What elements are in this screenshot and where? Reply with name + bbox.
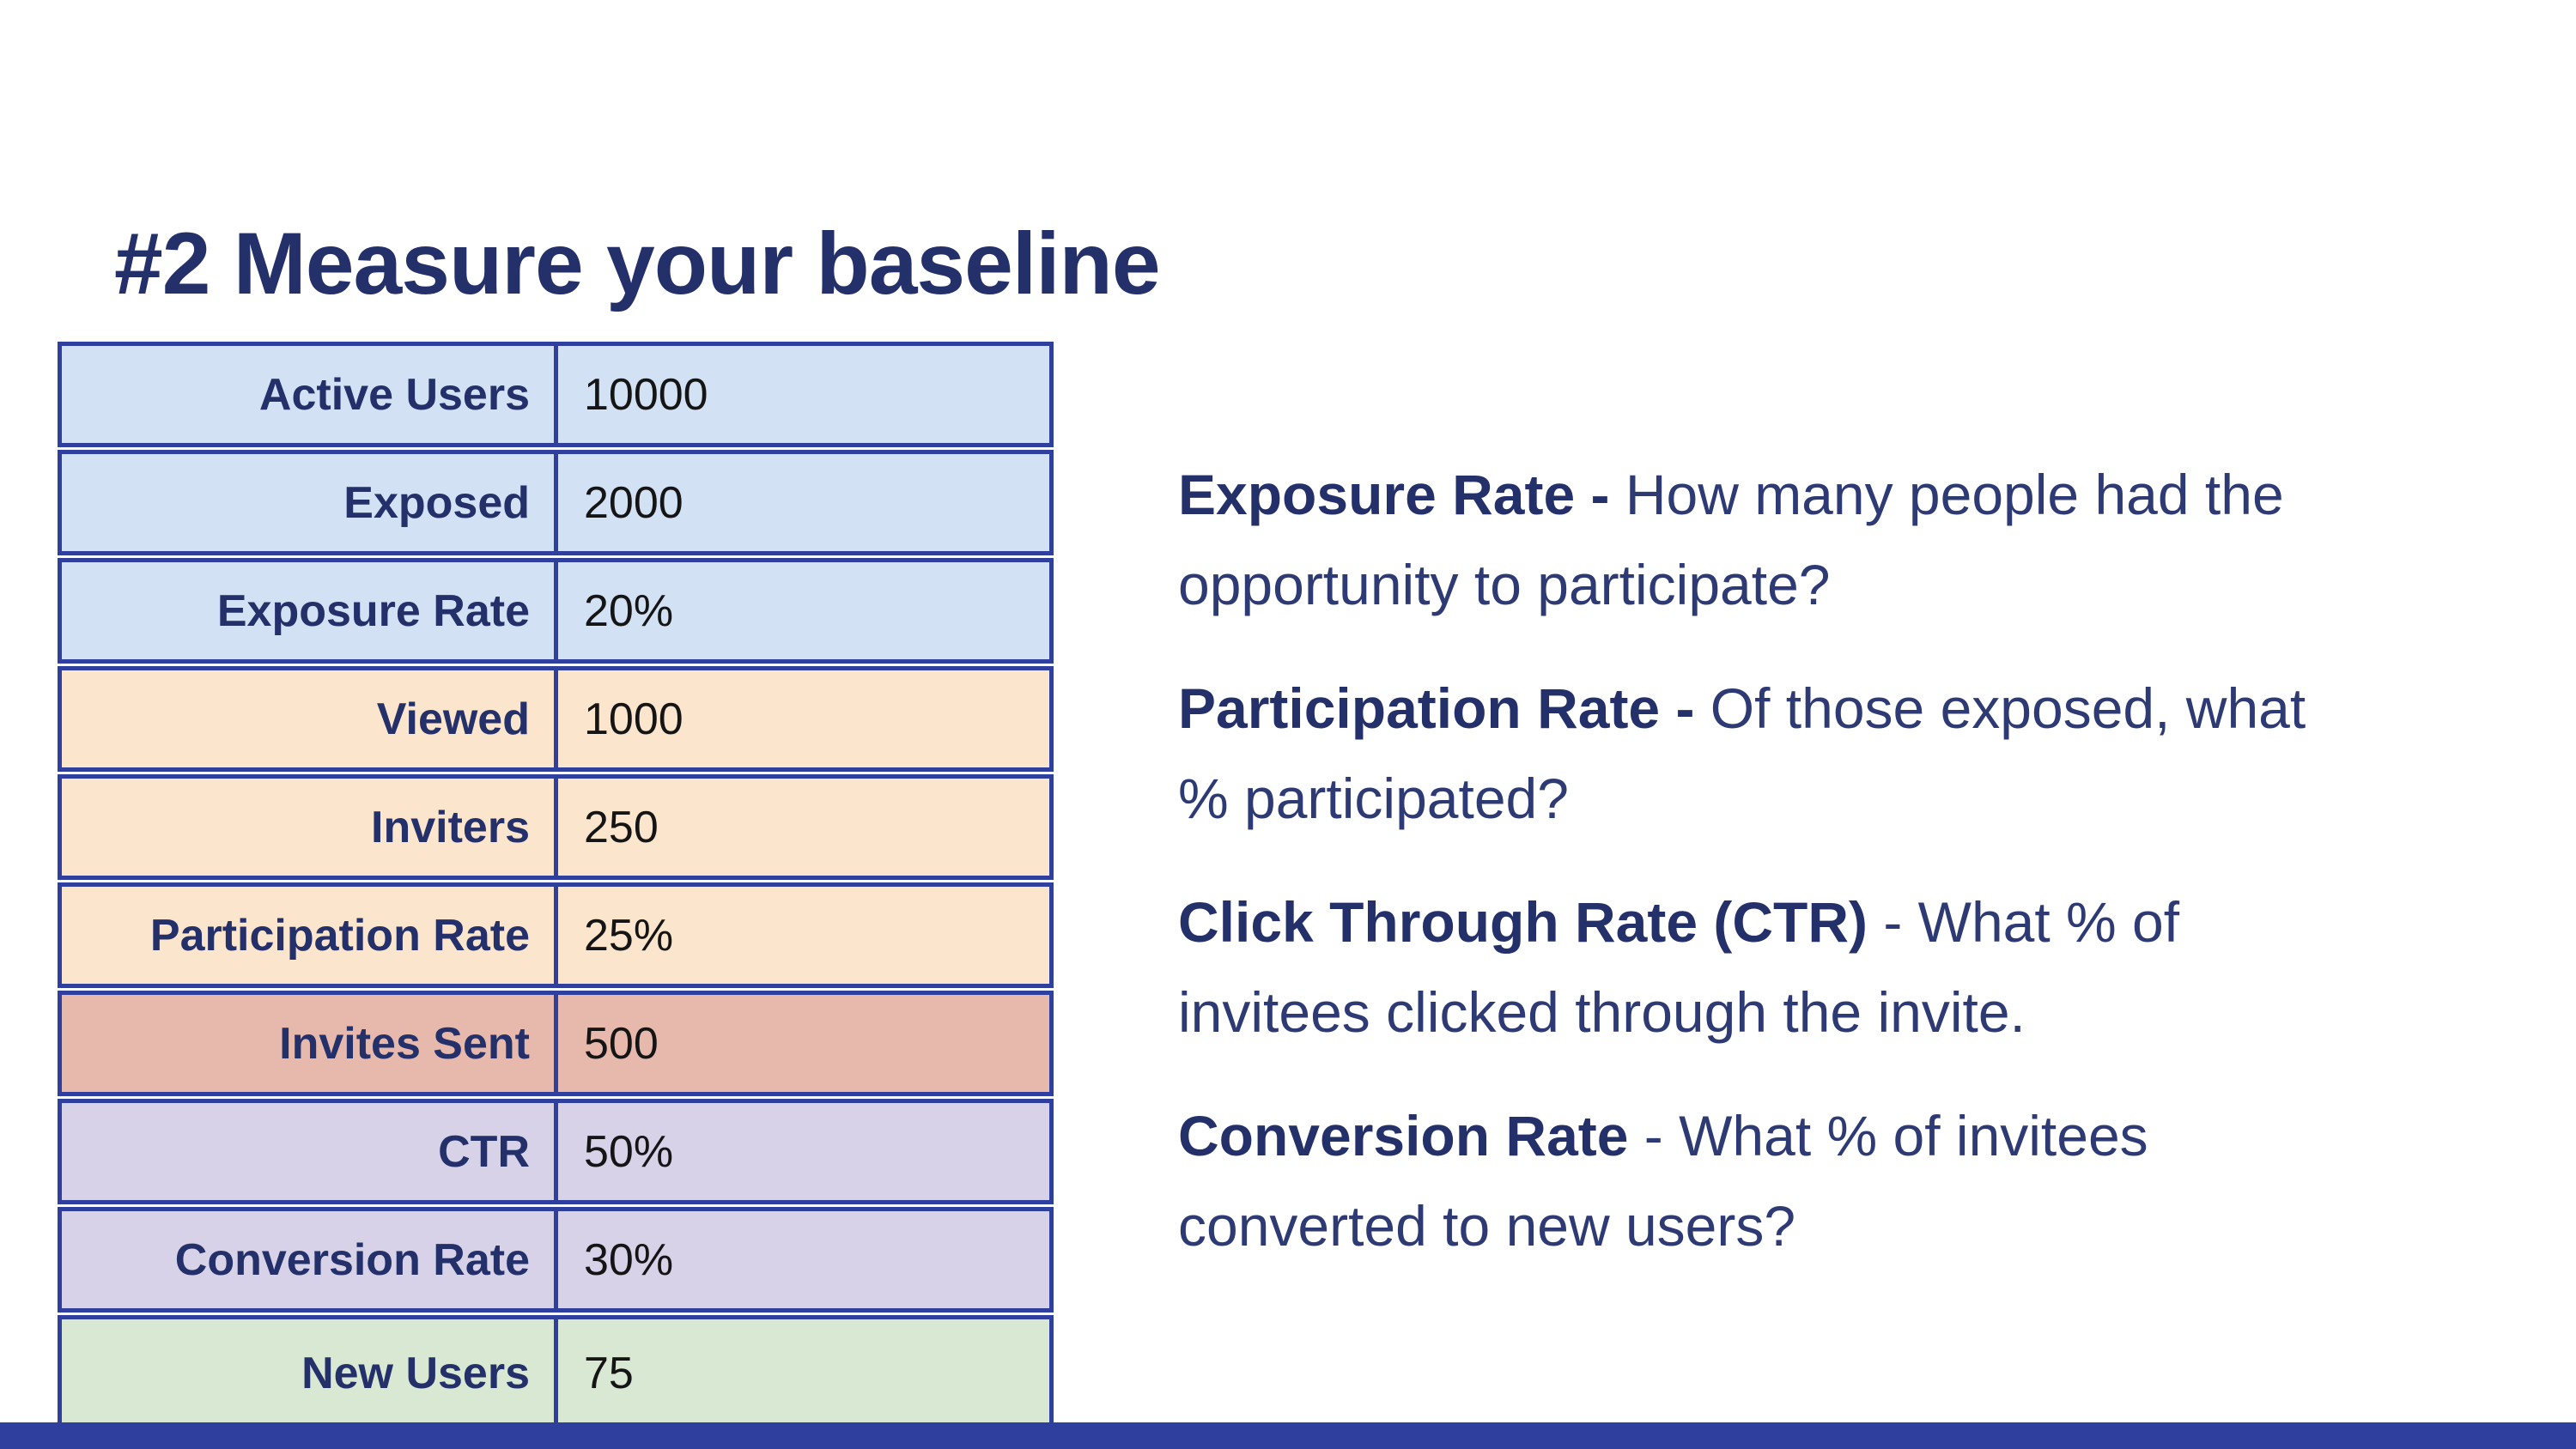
definitions-list: Exposure Rate - How many people had the … — [1178, 450, 2359, 1305]
table-row-label: Inviters — [62, 779, 558, 876]
table-row-value: 30% — [584, 1234, 674, 1285]
table-row-value: 500 — [584, 1018, 659, 1069]
definition-text: How many people had the opportunity to p… — [1178, 463, 2284, 616]
definition-text: Of those exposed, what % participated? — [1178, 676, 2306, 830]
baseline-metrics-table: Active Users 10000 Exposed 2000 Exposure… — [58, 342, 1054, 1422]
table-row-value: 50% — [584, 1126, 674, 1177]
table-row-label: Exposure Rate — [62, 562, 558, 659]
table-row: New Users 75 — [58, 1315, 1054, 1422]
definition-term: Click Through Rate (CTR) — [1178, 890, 1868, 954]
definition-paragraph: Conversion Rate - What % of invitees con… — [1178, 1091, 2359, 1271]
definition-paragraph: Participation Rate - Of those exposed, w… — [1178, 664, 2359, 844]
table-row-label: New Users — [62, 1319, 558, 1422]
definition-paragraph: Exposure Rate - How many people had the … — [1178, 450, 2359, 630]
table-row-value: 250 — [584, 802, 659, 852]
table-row-value: 1000 — [584, 694, 683, 744]
table-row: Exposed 2000 — [58, 450, 1054, 555]
table-row-label: Viewed — [62, 670, 558, 767]
definition-text: - What % of invitees converted to new us… — [1178, 1104, 2148, 1258]
table-row-label: Active Users — [62, 346, 558, 443]
table-row-label: Participation Rate — [62, 887, 558, 984]
footer-bar — [0, 1422, 2576, 1449]
definition-paragraph: Click Through Rate (CTR) - What % of inv… — [1178, 877, 2359, 1058]
table-row-value: 20% — [584, 585, 674, 636]
table-row-label: CTR — [62, 1103, 558, 1200]
table-row: Exposure Rate 20% — [58, 558, 1054, 664]
table-row: Active Users 10000 — [58, 342, 1054, 447]
table-row-value: 10000 — [584, 369, 708, 420]
definition-text: - What % of invitees clicked through the… — [1178, 890, 2180, 1044]
table-row-label: Exposed — [62, 454, 558, 551]
table-row: Participation Rate 25% — [58, 882, 1054, 988]
table-row-value: 25% — [584, 910, 674, 961]
table-row-value: 2000 — [584, 477, 683, 528]
table-row-value: 75 — [584, 1348, 634, 1398]
table-row-label: Invites Sent — [62, 995, 558, 1092]
table-row: Inviters 250 — [58, 774, 1054, 880]
table-row-label: Conversion Rate — [62, 1211, 558, 1308]
table-row: Conversion Rate 30% — [58, 1207, 1054, 1313]
page-title: #2 Measure your baseline — [114, 215, 1161, 313]
definition-term: Conversion Rate — [1178, 1104, 1629, 1167]
table-row: Viewed 1000 — [58, 666, 1054, 772]
definition-term: Exposure Rate - — [1178, 463, 1610, 526]
table-row: Invites Sent 500 — [58, 991, 1054, 1096]
definition-term: Participation Rate - — [1178, 676, 1695, 740]
table-row: CTR 50% — [58, 1099, 1054, 1204]
